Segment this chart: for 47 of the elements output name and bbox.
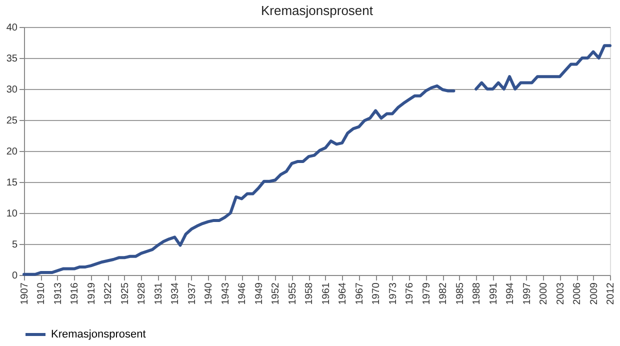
x-tick-label: 1976 bbox=[404, 282, 416, 305]
y-tick-label: 30 bbox=[6, 84, 18, 96]
x-tick-label: 1997 bbox=[522, 282, 533, 305]
x-tick-label: 1967 bbox=[354, 282, 366, 305]
y-tick-label: 5 bbox=[12, 240, 18, 250]
x-tick-label: 1988 bbox=[472, 282, 483, 305]
x-tick-label: 1985 bbox=[454, 282, 466, 305]
x-tick-label: 1922 bbox=[103, 282, 114, 305]
x-tick-label: 1979 bbox=[421, 282, 432, 305]
y-tick-label: 0 bbox=[12, 270, 18, 282]
y-tick-label: 40 bbox=[6, 22, 18, 34]
legend-label: Kremasjonsprosent bbox=[51, 328, 146, 340]
x-tick-label: 1907 bbox=[20, 282, 30, 305]
x-tick-label: 2006 bbox=[572, 282, 584, 305]
x-tick-label: 1952 bbox=[270, 282, 282, 305]
x-tick-label: 1928 bbox=[136, 282, 148, 305]
x-tick-label: 1913 bbox=[52, 282, 64, 305]
x-tick-label: 1961 bbox=[320, 282, 332, 305]
x-tick-label: 1946 bbox=[237, 282, 248, 305]
y-tick-label: 10 bbox=[6, 208, 18, 220]
y-tick-label: 25 bbox=[6, 116, 18, 126]
x-tick-label: 1940 bbox=[204, 282, 215, 305]
x-tick-label: 2012 bbox=[606, 282, 616, 305]
y-tick-label: 35 bbox=[6, 54, 18, 64]
x-tick-label: 1991 bbox=[488, 282, 500, 305]
x-tick-label: 1934 bbox=[170, 282, 182, 305]
x-tick-label: 1925 bbox=[120, 282, 131, 305]
x-tick-label: 2000 bbox=[538, 282, 550, 305]
x-tick-label: 1931 bbox=[153, 282, 164, 305]
x-tick-label: 2003 bbox=[555, 282, 566, 305]
x-tick-label: 1910 bbox=[36, 282, 48, 305]
x-tick-label: 1970 bbox=[371, 282, 382, 305]
x-tick-label: 1955 bbox=[287, 282, 298, 305]
chart-title: Kremasjonsprosent bbox=[261, 3, 374, 18]
x-tick-label: 1964 bbox=[338, 282, 349, 305]
x-tick-label: 1994 bbox=[505, 282, 516, 305]
x-tick-label: 1919 bbox=[86, 282, 98, 305]
x-tick-label: 2009 bbox=[588, 282, 600, 305]
x-tick-label: 1982 bbox=[438, 282, 450, 305]
x-tick-label: 1937 bbox=[186, 282, 198, 305]
x-tick-label: 1973 bbox=[388, 282, 399, 305]
x-tick-label: 1916 bbox=[70, 282, 81, 305]
x-tick-label: 1943 bbox=[220, 282, 232, 305]
x-tick-label: 1949 bbox=[254, 282, 265, 305]
y-tick-label: 15 bbox=[6, 178, 18, 188]
y-tick-label: 20 bbox=[6, 146, 18, 158]
x-tick-label: 1958 bbox=[304, 282, 316, 305]
